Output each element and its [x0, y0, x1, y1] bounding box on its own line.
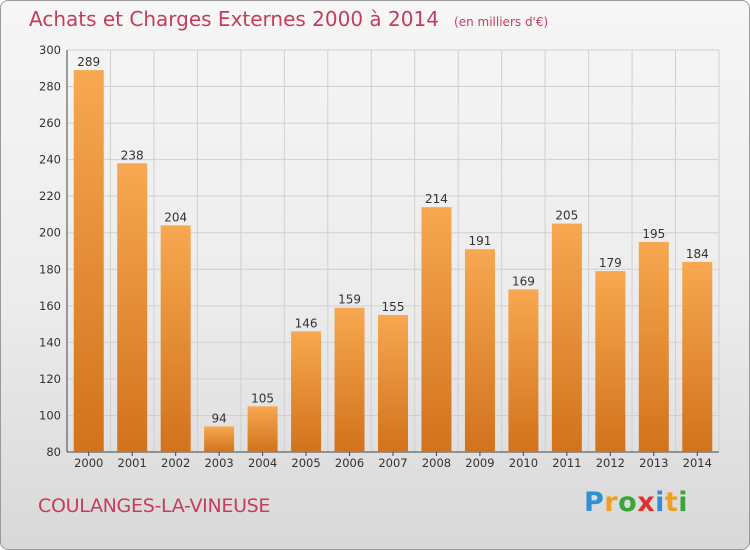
x-tick-label: 2009 [465, 456, 494, 470]
logo-letter: x [637, 487, 656, 518]
bar-value-label: 184 [686, 247, 709, 261]
bar-value-label: 94 [211, 411, 226, 425]
x-tick-label: 2003 [204, 456, 233, 470]
bar [638, 241, 669, 452]
bar [464, 249, 495, 452]
logo-letter: o [618, 487, 638, 518]
bar-value-label: 214 [425, 192, 448, 206]
bar-layer: 289 238 204 94 105 146 159 155 214 191 169 205 179 19… [73, 55, 713, 453]
bar-value-label: 146 [295, 316, 318, 330]
x-tick-label: 2012 [596, 456, 625, 470]
x-tick-label: 2005 [291, 456, 320, 470]
title-line: Achats et Charges Externes 2000 à 2014 (… [29, 7, 548, 31]
x-tick-label: 2006 [335, 456, 364, 470]
bar-value-label: 179 [599, 256, 622, 270]
y-tick-label: 140 [39, 335, 61, 349]
y-tick-label: 300 [39, 43, 61, 57]
town-name: COULANGES-LA-VINEUSE [38, 495, 271, 517]
bar [682, 261, 713, 452]
bar-value-label: 105 [251, 391, 274, 405]
logo-letter: P [584, 487, 605, 518]
bar [247, 406, 278, 452]
y-tick-label: 160 [39, 299, 61, 313]
bar-value-label: 204 [164, 210, 187, 224]
logo-letter: i [655, 487, 665, 518]
y-tick-label: 260 [39, 116, 61, 130]
logo-letter: r [604, 487, 619, 518]
bar [421, 207, 452, 452]
x-tick-label: 2002 [161, 456, 190, 470]
bar-value-label: 195 [642, 227, 665, 241]
y-tick-label: 80 [46, 445, 61, 459]
bar [117, 163, 148, 453]
axis-layer: 80 100 120 140 160 180 200 220 240 260 280 300 2000 2… [39, 43, 719, 470]
x-tick-label: 2013 [639, 456, 668, 470]
bar [73, 70, 104, 452]
logo-letter: t [664, 487, 679, 518]
x-tick-label: 2010 [509, 456, 538, 470]
chart-unit: (en milliers d'€) [454, 15, 549, 29]
x-tick-label: 2007 [378, 456, 407, 470]
x-tick-label: 2014 [683, 456, 712, 470]
bar-value-label: 289 [77, 55, 100, 69]
bar-value-label: 205 [555, 209, 578, 223]
proxiti-logo[interactable]: Proxiti [584, 487, 688, 518]
y-tick-label: 220 [39, 189, 61, 203]
bar [334, 307, 365, 452]
bar-value-label: 238 [121, 148, 144, 162]
x-tick-label: 2000 [74, 456, 103, 470]
bar [160, 225, 191, 452]
logo-letter: i [678, 487, 689, 518]
bar [291, 331, 322, 452]
bar [204, 426, 235, 452]
chart-title: Achats et Charges Externes 2000 à 2014 [29, 7, 439, 31]
y-tick-label: 120 [39, 372, 61, 386]
bar-value-label: 169 [512, 274, 535, 288]
bar-value-label: 155 [382, 300, 405, 314]
x-tick-label: 2011 [552, 456, 581, 470]
bar-value-label: 191 [468, 234, 491, 248]
y-tick-label: 240 [39, 153, 61, 167]
x-tick-label: 2004 [248, 456, 277, 470]
x-tick-label: 2001 [118, 456, 147, 470]
bar [595, 271, 626, 452]
y-tick-label: 280 [39, 80, 61, 94]
bar [508, 289, 539, 452]
y-tick-label: 200 [39, 226, 61, 240]
bar [378, 314, 408, 452]
bar-value-label: 159 [338, 293, 361, 307]
y-tick-label: 180 [39, 262, 61, 276]
bar [551, 223, 582, 452]
x-tick-label: 2008 [422, 456, 451, 470]
y-tick-label: 100 [39, 408, 61, 422]
